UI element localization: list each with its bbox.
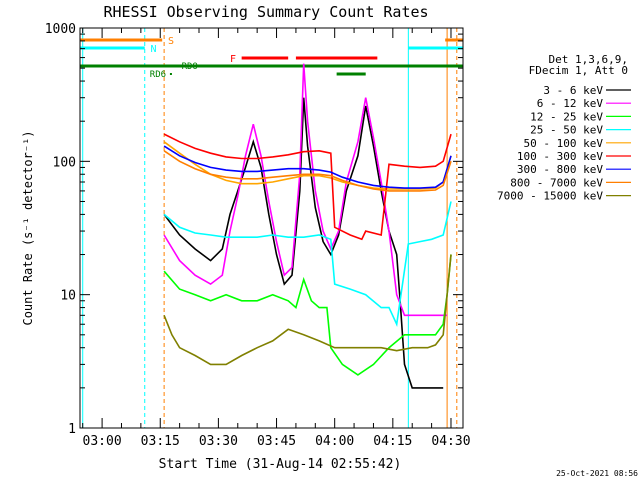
flag-rd6-label: RD6	[150, 70, 166, 80]
flag-rd6-dot	[169, 73, 172, 75]
flag-f-label: F	[230, 54, 236, 65]
legend-label: 100 - 300 keV	[517, 150, 603, 163]
legend-label: 3 - 6 keV	[543, 84, 603, 97]
plot-frame	[79, 27, 464, 429]
legend-label: 12 - 25 keV	[530, 110, 603, 123]
y-tick-label: 1000	[45, 22, 76, 37]
chart-title: RHESSI Observing Summary Count Rates	[103, 3, 428, 21]
x-tick-label: 03:15	[141, 434, 180, 449]
x-tick-label: 03:30	[199, 434, 238, 449]
x-tick-label: 03:45	[257, 434, 296, 449]
series-line	[163, 133, 452, 241]
legend-label: 25 - 50 keV	[530, 124, 603, 137]
series-line	[163, 254, 452, 376]
series-line	[163, 97, 444, 389]
y-tick-label: 100	[53, 155, 76, 170]
flag-s-label: S	[168, 36, 174, 47]
legend-label: 300 - 800 keV	[517, 163, 603, 176]
x-tick-label: 04:30	[431, 434, 470, 449]
legend-label: 50 - 100 keV	[524, 137, 604, 150]
series-line	[163, 145, 452, 189]
series-line	[163, 141, 452, 190]
legend-label: 6 - 12 keV	[537, 97, 604, 110]
legend-header: FDecim 1, Att 0	[529, 64, 628, 77]
legend-header: Det 1,3,6,9,	[549, 53, 628, 66]
flag-rdo-label: RDO	[182, 62, 198, 72]
y-axis-label: Count Rate (s⁻¹ detector⁻¹)	[21, 130, 35, 325]
series-line	[163, 63, 448, 317]
x-tick-label: 04:15	[373, 434, 412, 449]
x-axis-label: Start Time (31-Aug-14 02:55:42)	[159, 457, 402, 472]
footer-date: 25-Oct-2021 08:56	[556, 469, 638, 478]
series-line	[163, 201, 452, 327]
flag-n-label: N	[151, 44, 157, 55]
x-tick-label: 04:00	[315, 434, 354, 449]
x-tick-label: 03:00	[83, 434, 122, 449]
y-tick-label: 10	[60, 289, 76, 304]
legend-label: 800 - 7000 keV	[510, 176, 603, 189]
y-tick-label: 1	[68, 422, 76, 437]
series-line	[163, 254, 452, 366]
series-line	[163, 150, 452, 192]
legend-label: 7000 - 15000 keV	[497, 190, 603, 203]
